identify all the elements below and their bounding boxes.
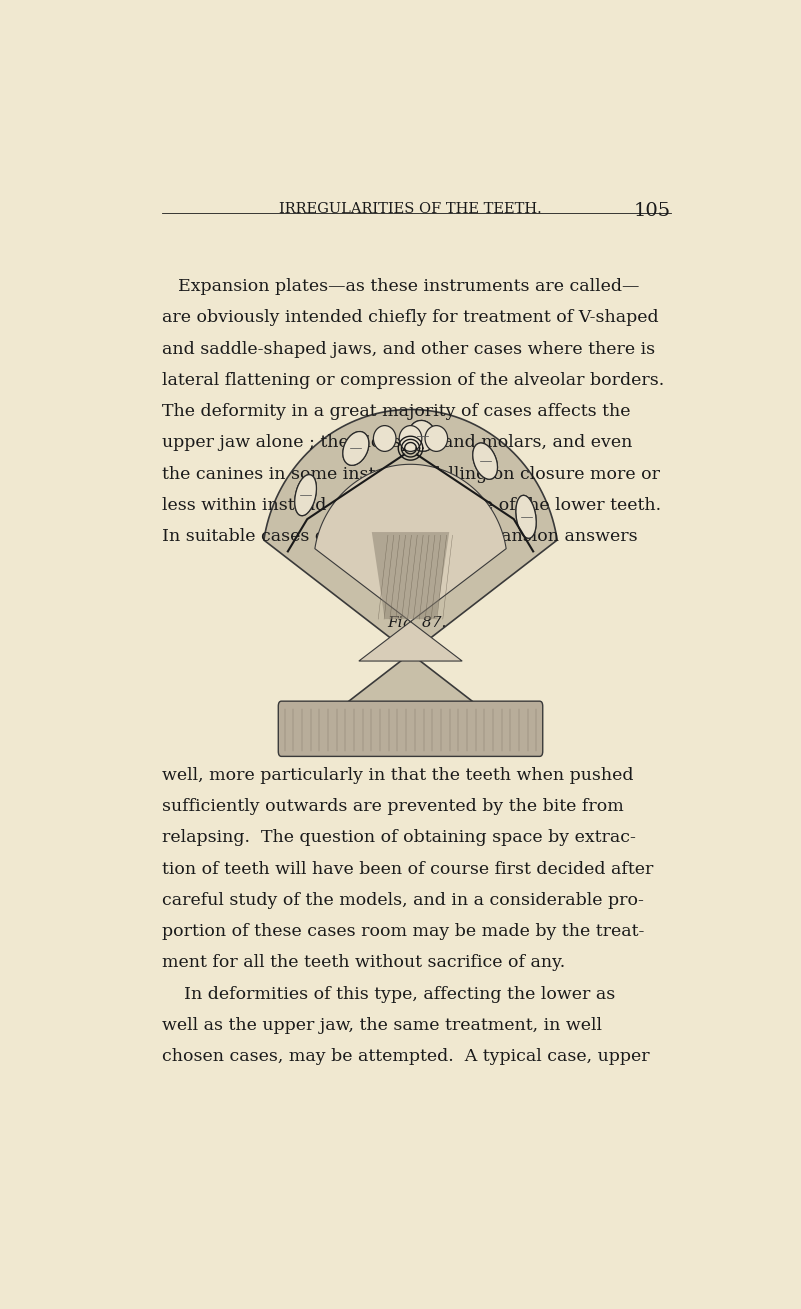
Text: IRREGULARITIES OF THE TEETH.: IRREGULARITIES OF THE TEETH.: [279, 203, 542, 216]
Text: careful study of the models, and in a considerable pro-: careful study of the models, and in a co…: [162, 891, 644, 908]
Ellipse shape: [473, 442, 497, 479]
Polygon shape: [264, 410, 557, 716]
Text: chosen cases, may be attempted.  A typical case, upper: chosen cases, may be attempted. A typica…: [162, 1049, 650, 1066]
Text: The deformity in a great majority of cases affects the: The deformity in a great majority of cas…: [162, 403, 630, 420]
Ellipse shape: [516, 495, 536, 538]
Ellipse shape: [409, 420, 436, 452]
Text: Expansion plates—as these instruments are called—: Expansion plates—as these instruments ar…: [178, 278, 639, 295]
Text: sufficiently outwards are prevented by the bite from: sufficiently outwards are prevented by t…: [162, 798, 624, 816]
Ellipse shape: [425, 425, 448, 452]
Text: portion of these cases room may be made by the treat-: portion of these cases room may be made …: [162, 923, 645, 940]
Ellipse shape: [373, 425, 396, 452]
Text: are obviously intended chiefly for treatment of V-shaped: are obviously intended chiefly for treat…: [162, 309, 659, 326]
Text: 105: 105: [634, 203, 671, 220]
Text: well as the upper jaw, the same treatment, in well: well as the upper jaw, the same treatmen…: [162, 1017, 602, 1034]
Text: less within instead of without the line of the lower teeth.: less within instead of without the line …: [162, 496, 662, 513]
Ellipse shape: [409, 420, 436, 452]
Text: and saddle-shaped jaws, and other cases where there is: and saddle-shaped jaws, and other cases …: [162, 340, 655, 357]
Text: In suitable cases of this character, expansion answers: In suitable cases of this character, exp…: [162, 528, 638, 545]
Text: Fig. 87.: Fig. 87.: [387, 615, 446, 630]
Text: well, more particularly in that the teeth when pushed: well, more particularly in that the teet…: [162, 767, 634, 784]
Ellipse shape: [295, 475, 316, 516]
Polygon shape: [315, 465, 506, 661]
Text: In deformities of this type, affecting the lower as: In deformities of this type, affecting t…: [162, 986, 615, 1003]
Text: upper jaw alone ; the bicuspids and molars, and even: upper jaw alone ; the bicuspids and mola…: [162, 435, 633, 452]
Text: lateral flattening or compression of the alveolar borders.: lateral flattening or compression of the…: [162, 372, 665, 389]
Ellipse shape: [343, 432, 368, 465]
Text: ment for all the teeth without sacrifice of any.: ment for all the teeth without sacrifice…: [162, 954, 566, 971]
Ellipse shape: [343, 432, 368, 465]
Text: the canines in some instances falling on closure more or: the canines in some instances falling on…: [162, 466, 660, 483]
Text: relapsing.  The question of obtaining space by extrac-: relapsing. The question of obtaining spa…: [162, 830, 636, 847]
Ellipse shape: [399, 425, 422, 452]
Ellipse shape: [473, 442, 497, 479]
FancyBboxPatch shape: [278, 702, 543, 757]
Text: tion of teeth will have been of course first decided after: tion of teeth will have been of course f…: [162, 860, 654, 877]
Ellipse shape: [295, 475, 316, 516]
Polygon shape: [372, 531, 449, 619]
Ellipse shape: [516, 495, 536, 538]
